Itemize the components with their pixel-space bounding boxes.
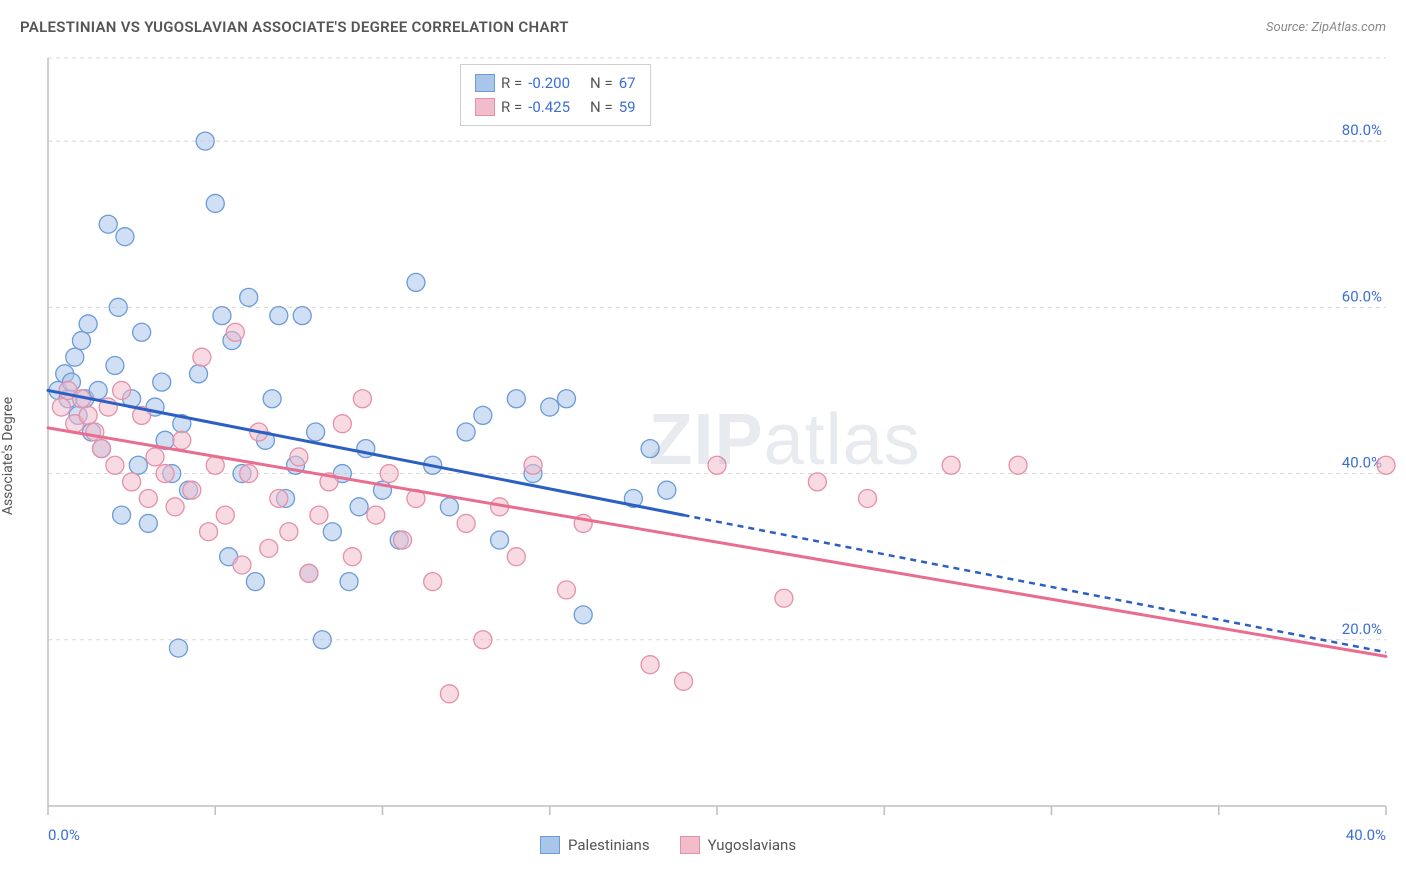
legend-r-value: -0.200	[528, 71, 570, 95]
legend-swatch	[540, 836, 560, 854]
legend-n-value: 67	[619, 71, 636, 95]
legend-n-label: N =	[590, 71, 613, 95]
y-axis-label: Associate's Degree	[0, 397, 16, 515]
source-value: ZipAtlas.com	[1311, 20, 1386, 35]
series-name: Palestinians	[568, 836, 650, 854]
svg-text:0.0%: 0.0%	[48, 826, 80, 844]
legend-n-label: N =	[590, 95, 613, 119]
legend-swatch	[475, 98, 495, 116]
source-label: Source:	[1266, 20, 1308, 35]
chart-title: PALESTINIAN VS YUGOSLAVIAN ASSOCIATE'S D…	[20, 18, 569, 36]
scatter-plot: 0.0% 40.0% 20.0% 40.0% 60.0% 80.0%	[0, 46, 1406, 866]
svg-text:40.0%: 40.0%	[1346, 826, 1386, 844]
legend-r-label: R =	[501, 71, 522, 95]
legend-swatch	[680, 836, 700, 854]
svg-text:60.0%: 60.0%	[1342, 287, 1382, 305]
legend-row: R = -0.425 N = 59	[475, 95, 636, 119]
legend-row: R = -0.200 N = 67	[475, 71, 636, 95]
source-credit: Source: ZipAtlas.com	[1266, 20, 1386, 35]
series-legend-item: Yugoslavians	[680, 836, 797, 854]
series-name: Yugoslavians	[708, 836, 797, 854]
svg-text:80.0%: 80.0%	[1342, 121, 1382, 139]
legend-n-value: 59	[619, 95, 636, 119]
legend-r-value: -0.425	[528, 95, 570, 119]
chart-area: Associate's Degree ZIPatlas 0.0%40.0%20.…	[0, 46, 1406, 866]
legend-r-label: R =	[501, 95, 522, 119]
svg-text:40.0%: 40.0%	[1342, 454, 1382, 472]
legend-swatch	[475, 74, 495, 92]
series-legend: Palestinians Yugoslavians	[540, 836, 796, 854]
correlation-legend: R = -0.200 N = 67 R = -0.425 N = 59	[460, 64, 651, 126]
series-legend-item: Palestinians	[540, 836, 650, 854]
svg-text:20.0%: 20.0%	[1342, 620, 1382, 638]
